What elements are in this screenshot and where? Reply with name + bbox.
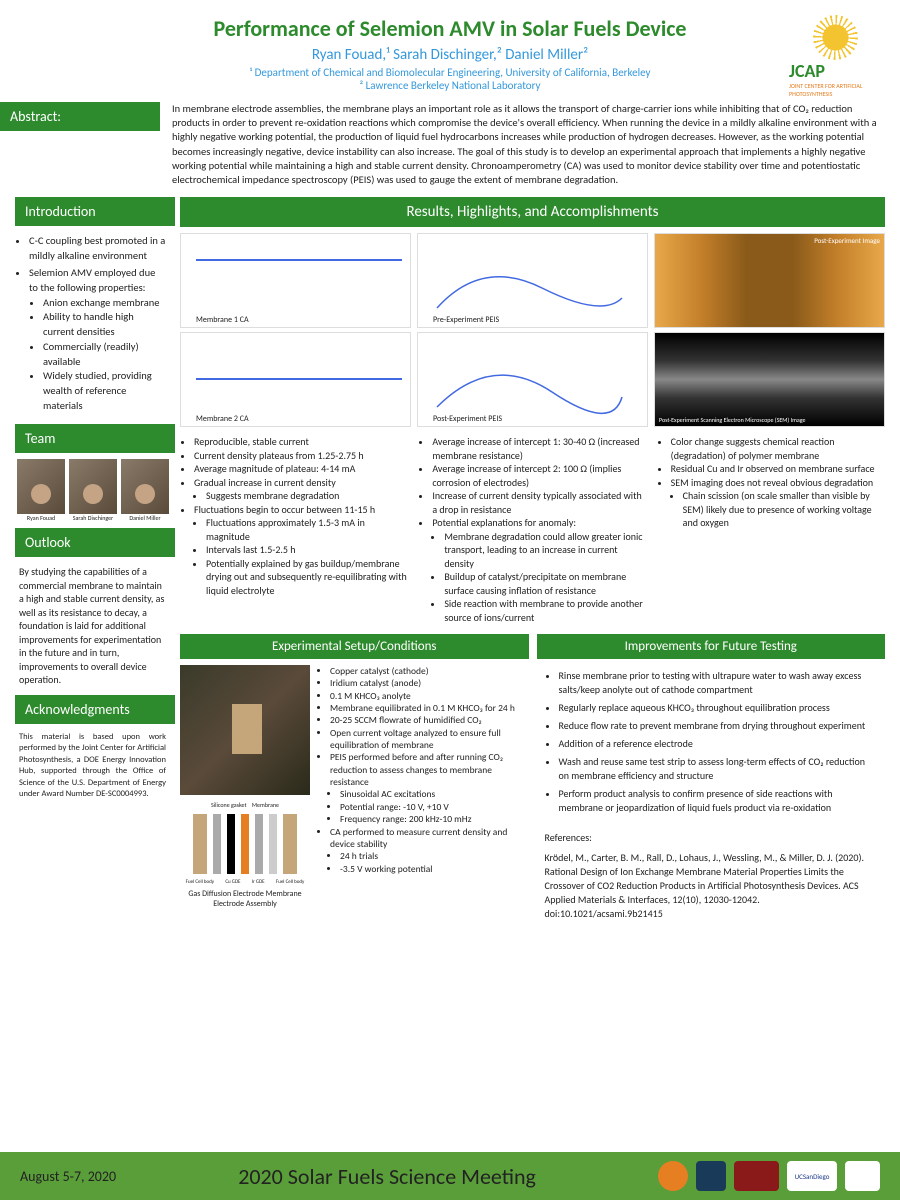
- logo-icon: [696, 1161, 726, 1191]
- photo-2: [69, 459, 117, 514]
- outlook-text: By studying the capabilities of a commer…: [15, 557, 170, 695]
- affiliation-1: ¹ Department of Chemical and Biomolecula…: [120, 66, 780, 79]
- sem-photo: Post-Experiment Scanning Electron Micros…: [654, 332, 885, 427]
- membrane-photo: Post-Experiment Image: [654, 233, 885, 328]
- results-charts: Membrane 1 CA Membrane 2 CA Pre-Experime…: [180, 233, 885, 427]
- footer: August 5-7, 2020 2020 Solar Fuels Scienc…: [0, 1152, 900, 1200]
- right-column: Results, Highlights, and Accomplishments…: [180, 197, 885, 929]
- logo-icon: UCSanDiego: [787, 1161, 837, 1191]
- ack-text: This material is based upon work perform…: [15, 724, 170, 809]
- footer-logos: UCSanDiego: [658, 1161, 880, 1191]
- experimental-section: Experimental Setup/Conditions Silicone g…: [180, 634, 529, 929]
- chart-post-peis: Post-Experiment PEIS: [417, 332, 648, 427]
- photo-1: [17, 459, 65, 514]
- intro-label: Introduction: [15, 197, 175, 226]
- intro-list: C-C coupling best promoted in a mildly a…: [15, 226, 170, 424]
- logo-icon: [734, 1161, 779, 1191]
- header: Performance of Selemion AMV in Solar Fue…: [0, 0, 900, 102]
- abstract-text: In membrane electrode assemblies, the me…: [160, 102, 885, 187]
- abstract-section: Abstract: In membrane electrode assembli…: [0, 102, 885, 187]
- chart-pre-peis: Pre-Experiment PEIS: [417, 233, 648, 328]
- improve-header: Improvements for Future Testing: [537, 634, 886, 659]
- authors: Ryan Fouad,¹ Sarah Dischinger,² Daniel M…: [120, 46, 780, 64]
- jcap-logo: JCAP JOINT CENTER FOR ARTIFICIAL PHOTOSY…: [785, 15, 885, 85]
- left-column: Introduction C-C coupling best promoted …: [15, 197, 170, 929]
- poster-title: Performance of Selemion AMV in Solar Fue…: [120, 15, 780, 42]
- logo-icon: [658, 1161, 688, 1191]
- ack-label: Acknowledgments: [15, 695, 175, 724]
- improvements-section: Improvements for Future Testing Rinse me…: [537, 634, 886, 929]
- logo-icon: [845, 1161, 880, 1191]
- team-label: Team: [15, 424, 175, 453]
- chart-membrane2: Membrane 2 CA: [180, 332, 411, 427]
- setup-photo: [180, 665, 310, 795]
- footer-date: August 5-7, 2020: [20, 1168, 116, 1185]
- affiliation-2: ² Lawrence Berkeley National Laboratory: [120, 79, 780, 92]
- references: References: Krödel, M., Carter, B. M., R…: [537, 823, 886, 929]
- results-header: Results, Highlights, and Accomplishments: [180, 197, 885, 227]
- mea-diagram: Silicone gasket Membrane: [180, 801, 310, 911]
- outlook-label: Outlook: [15, 528, 175, 557]
- sun-icon: [813, 15, 858, 60]
- photo-3: [121, 459, 169, 514]
- team-photos: Ryan Fouad Sarah Dischinger Daniel Mille…: [15, 453, 170, 528]
- abstract-label: Abstract:: [0, 102, 160, 131]
- exp-header: Experimental Setup/Conditions: [180, 634, 529, 659]
- chart-membrane1: Membrane 1 CA: [180, 233, 411, 328]
- footer-title: 2020 Solar Fuels Science Meeting: [116, 1163, 658, 1190]
- results-bullets: Reproducible, stable current Current den…: [180, 435, 885, 624]
